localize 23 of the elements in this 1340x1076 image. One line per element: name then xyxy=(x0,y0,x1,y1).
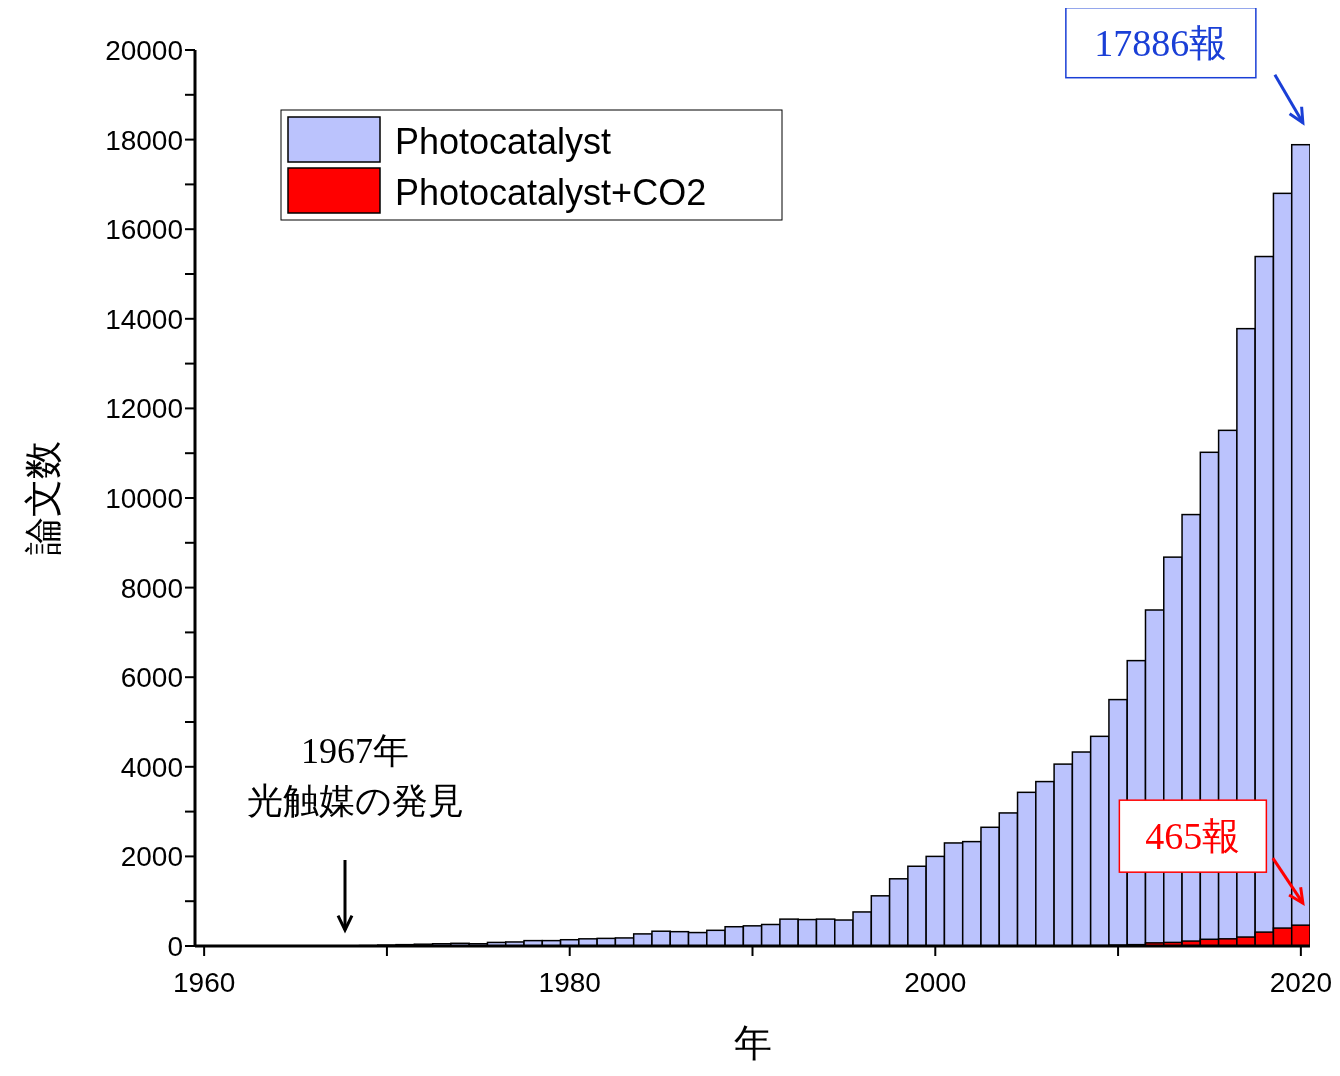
y-tick-label: 20000 xyxy=(105,34,183,66)
y-axis-title: 論文数 xyxy=(22,441,64,555)
legend-label: Photocatalyst xyxy=(395,121,612,162)
y-tick-label: 8000 xyxy=(120,572,183,604)
y-tick-label: 2000 xyxy=(120,841,183,873)
y-tick-label: 10000 xyxy=(105,482,183,514)
x-tick-label: 1980 xyxy=(538,966,601,998)
annotation: 光触媒の発見 xyxy=(246,780,464,821)
legend-label: Photocatalyst+CO2 xyxy=(395,172,707,213)
y-tick-label: 6000 xyxy=(120,662,183,694)
x-tick-label: 2000 xyxy=(904,966,967,998)
annotation: 465報 xyxy=(1145,815,1241,858)
x-axis-title: 年 xyxy=(733,1022,772,1064)
x-tick-label: 2020 xyxy=(1269,966,1333,998)
annotation: 17886報 xyxy=(1094,21,1228,64)
y-tick-label: 4000 xyxy=(120,751,183,783)
annotation: 1967年 xyxy=(301,731,409,771)
y-tick-label: 0 xyxy=(167,930,183,962)
y-tick-label: 16000 xyxy=(105,214,183,246)
x-tick-label: 1960 xyxy=(172,966,236,998)
y-tick-label: 14000 xyxy=(105,303,183,335)
y-tick-label: 12000 xyxy=(105,393,183,425)
y-tick-label: 18000 xyxy=(105,124,183,156)
